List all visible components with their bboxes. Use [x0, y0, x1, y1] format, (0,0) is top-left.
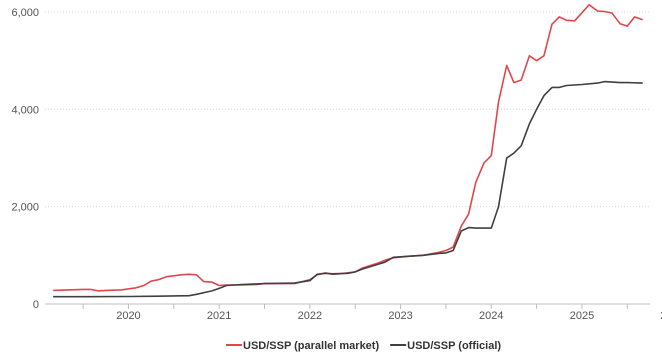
x-tick-label: 2022	[298, 310, 322, 322]
series-line-1	[53, 80, 643, 298]
x-tick-label: 2021	[207, 310, 231, 322]
axes	[45, 303, 650, 309]
legend: USD/SSP (parallel market) USD/SSP (offici…	[226, 340, 501, 352]
tick-labels: 0 2,000 4,000 6,000 2020 2021 2022 2023 2024 2025…	[11, 7, 662, 322]
y-tick-label: 4,000	[11, 104, 39, 116]
y-tick-label: 6,000	[11, 7, 39, 19]
legend-label: USD/SSP (parallel market)	[243, 340, 379, 352]
x-tick-label: 2025	[570, 310, 594, 322]
x-tick-label: 2020	[116, 310, 140, 322]
gridlines	[45, 11, 650, 208]
y-tick-label: 2,000	[11, 202, 39, 214]
series-lines	[53, 3, 643, 298]
y-tick-label: 0	[33, 299, 39, 311]
series-line-0	[53, 3, 643, 292]
x-tick-label: 2024	[479, 310, 503, 322]
x-tick-label: 2026	[660, 310, 662, 322]
x-tick-label: 2023	[388, 310, 412, 322]
legend-label: USD/SSP (official)	[407, 340, 501, 352]
